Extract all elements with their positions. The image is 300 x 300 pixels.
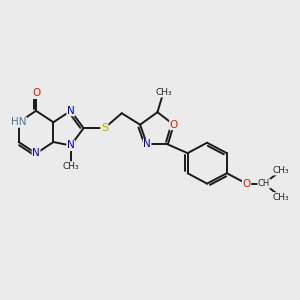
Text: O: O [242, 178, 251, 189]
Text: CH: CH [258, 179, 270, 188]
Text: HN: HN [11, 117, 26, 127]
Text: O: O [32, 88, 40, 98]
Text: O: O [169, 120, 178, 130]
Text: S: S [101, 123, 108, 133]
Text: N: N [143, 140, 151, 149]
Text: CH₃: CH₃ [273, 193, 290, 202]
Text: N: N [67, 140, 75, 151]
Text: CH₃: CH₃ [273, 166, 290, 175]
Text: CH₃: CH₃ [155, 88, 172, 97]
Text: CH₃: CH₃ [62, 162, 79, 171]
Text: N: N [67, 106, 75, 116]
Text: N: N [32, 148, 40, 158]
